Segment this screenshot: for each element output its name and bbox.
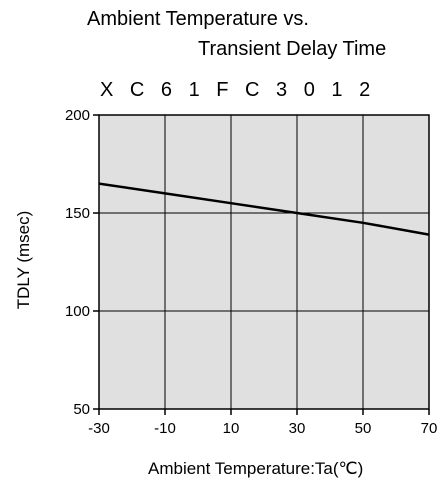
x-tick-label: 50 (355, 420, 372, 437)
chart-title: Ambient Temperature vs. (87, 8, 309, 30)
plot-area (99, 115, 429, 409)
x-tick-label: -10 (154, 420, 176, 437)
part-number: X C 6 1 F C 3 0 1 2 (100, 79, 376, 101)
x-tick-label: -30 (88, 420, 110, 437)
y-tick-label: 200 (65, 107, 90, 124)
y-tick-label: 50 (73, 401, 90, 418)
data-series-line (98, 182, 430, 236)
y-tick-label: 150 (65, 205, 90, 222)
x-tick-label: 70 (421, 420, 438, 437)
x-tick-label: 10 (223, 420, 240, 437)
y-tick-label: 100 (65, 303, 90, 320)
chart-subtitle: Transient Delay Time (198, 38, 387, 60)
plot-frame (98, 114, 430, 410)
x-tick-label: 30 (289, 420, 306, 437)
x-axis-label: Ambient Temperature:Ta(℃) (148, 459, 364, 478)
